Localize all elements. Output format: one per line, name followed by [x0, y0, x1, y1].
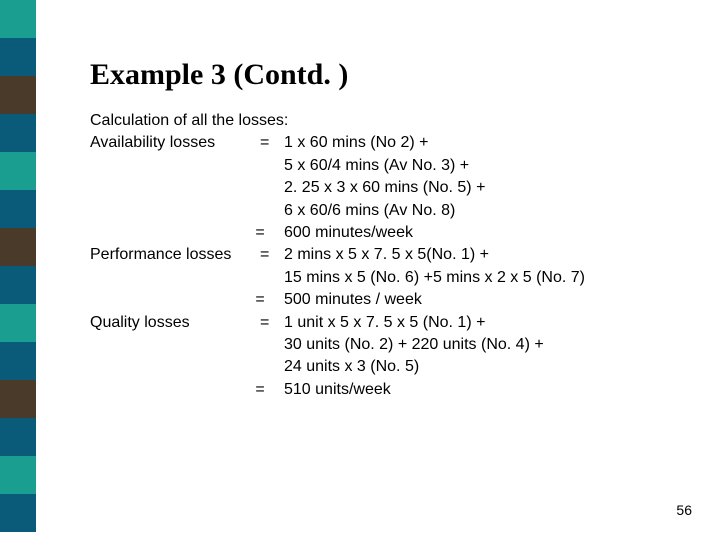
content-area: Example 3 (Contd. ) Calculation of all t… [90, 58, 670, 401]
calc-value: 30 units (No. 2) + 220 units (No. 4) + [284, 336, 544, 353]
calc-line: 5 x 60/4 mins (Av No. 3) + [90, 155, 670, 177]
calc-value: 6 x 60/6 mins (Av No. 8) [284, 202, 455, 219]
calc-value: 5 x 60/4 mins (Av No. 3) + [284, 157, 469, 174]
body-text: Calculation of all the losses: Availabil… [90, 110, 670, 401]
calc-line: 2. 25 x 3 x 60 mins (No. 5) + [90, 177, 670, 199]
stripe [0, 456, 36, 494]
stripe [0, 228, 36, 266]
decorative-stripes [0, 0, 36, 540]
calc-value: 600 minutes/week [284, 224, 413, 241]
calc-line: = 510 units/week [90, 379, 670, 401]
equals-sign: = [90, 379, 284, 401]
stripe [0, 494, 36, 532]
intro-line: Calculation of all the losses: [90, 110, 670, 132]
equals-sign: = [260, 132, 284, 154]
stripe [0, 114, 36, 152]
calc-rows: Availability losses= 1 x 60 mins (No 2) … [90, 132, 670, 401]
stripe [0, 0, 36, 38]
calc-value: 1 x 60 mins (No 2) + [284, 134, 429, 151]
calc-line: = 500 minutes / week [90, 289, 670, 311]
stripe [0, 304, 36, 342]
stripe [0, 152, 36, 190]
calc-value: 15 mins x 5 (No. 6) +5 mins x 2 x 5 (No.… [284, 269, 585, 286]
calc-line: 15 mins x 5 (No. 6) +5 mins x 2 x 5 (No.… [90, 267, 670, 289]
loss-label: Availability losses [90, 132, 260, 154]
calc-value: 510 units/week [284, 381, 391, 398]
loss-label: Quality losses [90, 312, 260, 334]
stripe [0, 76, 36, 114]
loss-label: Performance losses [90, 244, 260, 266]
calc-value: 2 mins x 5 x 7. 5 x 5(No. 1) + [284, 246, 489, 263]
calc-line: 6 x 60/6 mins (Av No. 8) [90, 200, 670, 222]
stripe [0, 342, 36, 380]
stripe [0, 266, 36, 304]
equals-sign: = [90, 289, 284, 311]
calc-value: 1 unit x 5 x 7. 5 x 5 (No. 1) + [284, 314, 485, 331]
page-title: Example 3 (Contd. ) [90, 58, 670, 92]
calc-line: = 600 minutes/week [90, 222, 670, 244]
calc-line: Quality losses= 1 unit x 5 x 7. 5 x 5 (N… [90, 312, 670, 334]
calc-line: 30 units (No. 2) + 220 units (No. 4) + [90, 334, 670, 356]
slide: Example 3 (Contd. ) Calculation of all t… [0, 0, 720, 540]
calc-value: 24 units x 3 (No. 5) [284, 358, 419, 375]
equals-sign: = [260, 312, 284, 334]
stripe [0, 418, 36, 456]
calc-value: 2. 25 x 3 x 60 mins (No. 5) + [284, 179, 485, 196]
stripe [0, 190, 36, 228]
calc-line: Availability losses= 1 x 60 mins (No 2) … [90, 132, 670, 154]
stripe [0, 380, 36, 418]
calc-value: 500 minutes / week [284, 291, 422, 308]
stripe [0, 38, 36, 76]
page-number: 56 [676, 502, 692, 518]
equals-sign: = [260, 244, 284, 266]
calc-line: Performance losses= 2 mins x 5 x 7. 5 x … [90, 244, 670, 266]
calc-line: 24 units x 3 (No. 5) [90, 356, 670, 378]
equals-sign: = [90, 222, 284, 244]
